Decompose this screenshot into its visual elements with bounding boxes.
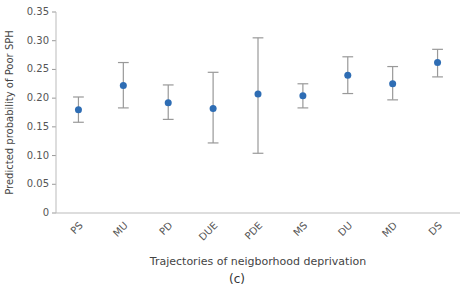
dot bbox=[120, 82, 127, 89]
chart: 0 0.05 0.10 0.15 0.20 0.25 0.30 0.35 PS MU PD DUE PD… bbox=[0, 0, 474, 289]
y-axis-line bbox=[56, 12, 57, 213]
y-axis-label: Predicted probability of Poor SPH bbox=[4, 30, 15, 195]
error-cap-upper bbox=[163, 84, 174, 85]
y-tick bbox=[52, 40, 56, 41]
y-tick-label: 0.30 bbox=[27, 35, 49, 46]
y-tick-label: 0.10 bbox=[27, 150, 49, 161]
y-tick bbox=[52, 126, 56, 127]
error-cap-lower bbox=[118, 107, 129, 108]
x-tick-label: DUE bbox=[197, 220, 220, 243]
error-cap-lower bbox=[73, 122, 84, 123]
error-cap-upper bbox=[73, 96, 84, 97]
y-tick-label: 0 bbox=[43, 207, 49, 218]
y-tick-label: 0.20 bbox=[27, 92, 49, 103]
error-cap-upper bbox=[253, 37, 264, 38]
plot-marks bbox=[73, 38, 443, 153]
x-tick-label: PDE bbox=[243, 220, 265, 242]
dot bbox=[389, 80, 396, 87]
y-tick bbox=[52, 98, 56, 99]
error-cap-lower bbox=[208, 142, 219, 143]
x-tick-label: MS bbox=[291, 220, 309, 238]
y-tick bbox=[52, 155, 56, 156]
y-tick bbox=[52, 184, 56, 185]
error-cap-lower bbox=[298, 107, 309, 108]
error-cap-upper bbox=[208, 72, 219, 73]
y-tick-label: 0.35 bbox=[27, 6, 49, 17]
y-tick-label: 0.05 bbox=[27, 178, 49, 189]
error-cap-lower bbox=[163, 119, 174, 120]
x-tick-label: MU bbox=[111, 220, 130, 239]
error-cap-upper bbox=[298, 83, 309, 84]
error-cap-lower bbox=[342, 93, 353, 94]
dot bbox=[299, 92, 306, 99]
caption: (c) bbox=[229, 272, 245, 286]
x-tick-label: PD bbox=[157, 220, 175, 238]
y-tick-label: 0.15 bbox=[27, 121, 49, 132]
dot bbox=[434, 59, 441, 66]
error-cap-upper bbox=[118, 62, 129, 63]
error-cap-lower bbox=[432, 76, 443, 77]
dot bbox=[255, 91, 262, 98]
error-cap-upper bbox=[387, 66, 398, 67]
dot bbox=[165, 99, 172, 106]
error-cap-upper bbox=[342, 56, 353, 57]
x-axis-label: Trajectories of neigborhood deprivation bbox=[149, 255, 366, 268]
dot bbox=[75, 106, 82, 113]
dot bbox=[344, 72, 351, 79]
x-tick-label: DU bbox=[336, 220, 354, 238]
x-tick-label: MD bbox=[380, 220, 400, 240]
error-cap-lower bbox=[387, 99, 398, 100]
error-cap-lower bbox=[253, 153, 264, 154]
y-tick bbox=[52, 69, 56, 70]
y-tick bbox=[52, 12, 56, 13]
dot bbox=[210, 105, 217, 112]
x-tick-label: DS bbox=[426, 220, 444, 238]
y-tick-label: 0.25 bbox=[27, 63, 49, 74]
x-tick-label: PS bbox=[68, 220, 85, 237]
y-tick bbox=[52, 213, 56, 214]
error-cap-upper bbox=[432, 49, 443, 50]
x-axis-line bbox=[56, 213, 460, 214]
